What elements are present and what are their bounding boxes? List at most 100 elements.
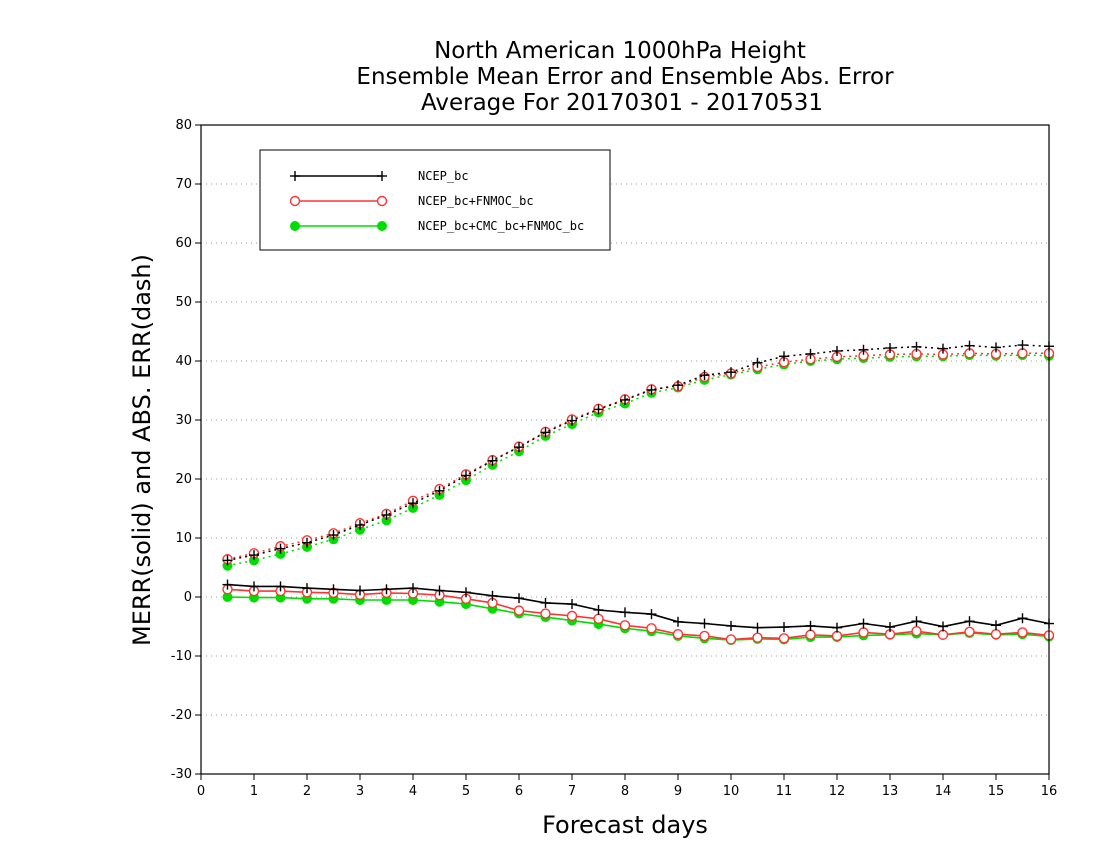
legend-marker [289, 195, 301, 207]
merr-point [672, 628, 684, 640]
x-tick-label: 9 [674, 784, 682, 799]
y-tick-label: -30 [171, 767, 192, 782]
abs-err-point [805, 348, 816, 359]
merr-point [540, 597, 551, 608]
title-line-1: North American 1000hPa Height [434, 38, 806, 64]
x-tick-label: 16 [1041, 784, 1058, 799]
merr-point [911, 626, 922, 637]
y-tick-label: 20 [175, 472, 192, 487]
legend-marker [290, 171, 300, 181]
title-line-2: Ensemble Mean Error and Ensemble Abs. Er… [356, 64, 894, 90]
x-tick-label: 5 [462, 784, 470, 799]
x-tick-label: 3 [356, 784, 364, 799]
merr-point [725, 634, 737, 645]
y-tick-label: 50 [175, 295, 192, 310]
merr-point [778, 633, 790, 644]
merr-point [911, 616, 922, 627]
x-tick-label: 2 [303, 784, 311, 799]
legend-marker [376, 195, 388, 207]
abs-err-point [1017, 348, 1028, 359]
abs-err-point [593, 404, 604, 415]
abs-err-point [726, 367, 736, 378]
y-tick-label: 80 [175, 118, 192, 133]
legend-marker [290, 221, 300, 231]
merr-point [355, 585, 365, 596]
abs-err-point [964, 340, 975, 351]
merr-point [487, 590, 498, 601]
merr-point [619, 620, 631, 631]
x-tick-label: 1 [250, 784, 258, 799]
y-tick-label: 30 [175, 413, 192, 428]
merr-point [381, 584, 392, 595]
legend: NCEP_bc NCEP_bc+FNMOC_bc NCEP_bc+CMC_bc+FN… [259, 149, 611, 251]
merr-point [858, 618, 869, 629]
merr-line [227, 583, 1050, 629]
y-tick-label: -10 [171, 649, 192, 664]
abs-err-point [540, 427, 551, 438]
abs-err-line [227, 354, 1050, 567]
x-axis: 0 1 2 3 4 5 6 7 8 9 10 11 12 13 14 15 16 [197, 774, 1057, 799]
y-axis-label: MERR(solid) and ABS. ERR(dash) [128, 254, 156, 646]
merr-point [646, 609, 657, 620]
merr-point [938, 621, 948, 632]
x-axis-label: Forecast days [542, 811, 708, 839]
abs-err-point [434, 485, 445, 496]
merr-point [249, 581, 259, 592]
abs-err-point [673, 380, 683, 391]
abs-err-point [1017, 340, 1028, 351]
merr-line [227, 596, 1050, 641]
merr-point [991, 620, 1001, 631]
abs-err-point [832, 345, 842, 356]
legend-entry: NCEP_bc+CMC_bc+FNMOC_bc [290, 219, 584, 233]
abs-err-point [302, 537, 312, 548]
x-tick-label: 15 [988, 784, 1005, 799]
series-0 [222, 340, 1054, 633]
merr-point [832, 622, 842, 633]
merr-line [227, 588, 1050, 641]
y-axis: -30 -20 -10 0 10 20 30 40 50 60 70 80 [171, 118, 201, 782]
merr-point [779, 622, 789, 633]
abs-err-point [991, 342, 1001, 353]
chart-title: North American 1000hPa Height Ensemble M… [356, 38, 894, 116]
y-tick-label: 40 [175, 354, 192, 369]
legend-marker [377, 171, 387, 181]
legend-label: NCEP_bc+FNMOC_bc [418, 194, 534, 208]
legend-marker [377, 221, 387, 231]
merr-point [620, 607, 630, 618]
merr-point [408, 583, 418, 594]
y-tick-label: -20 [171, 708, 192, 723]
abs-err-point [328, 530, 339, 541]
merr-point [937, 629, 949, 640]
merr-point [328, 584, 339, 595]
abs-err-line [227, 344, 1050, 562]
merr-point [567, 599, 577, 610]
abs-err-point [911, 341, 922, 352]
x-tick-label: 6 [515, 784, 523, 799]
x-tick-label: 14 [935, 784, 952, 799]
merr-point [275, 581, 286, 592]
x-tick-label: 12 [829, 784, 846, 799]
y-tick-label: 70 [175, 177, 192, 192]
abs-err-point [567, 415, 577, 426]
abs-err-point [514, 442, 524, 453]
x-tick-label: 8 [621, 784, 629, 799]
merr-point [699, 630, 710, 642]
abs-err-point [938, 343, 948, 354]
merr-point [514, 593, 524, 604]
merr-point [858, 627, 869, 638]
abs-err-point [699, 370, 710, 381]
merr-point [964, 626, 975, 638]
merr-point [540, 608, 551, 619]
merr-point [752, 622, 763, 633]
abs-err-point [858, 344, 869, 355]
title-line-3: Average For 20170301 - 20170531 [421, 90, 823, 116]
merr-point [885, 622, 895, 633]
merr-point [222, 579, 233, 590]
merr-point [1017, 627, 1028, 638]
legend-label: NCEP_bc+CMC_bc+FNMOC_bc [418, 219, 584, 233]
merr-point [752, 632, 763, 643]
y-tick-label: 60 [175, 236, 192, 251]
abs-err-point [885, 343, 895, 354]
y-tick-label: 0 [184, 590, 192, 605]
abs-err-point [275, 543, 286, 554]
